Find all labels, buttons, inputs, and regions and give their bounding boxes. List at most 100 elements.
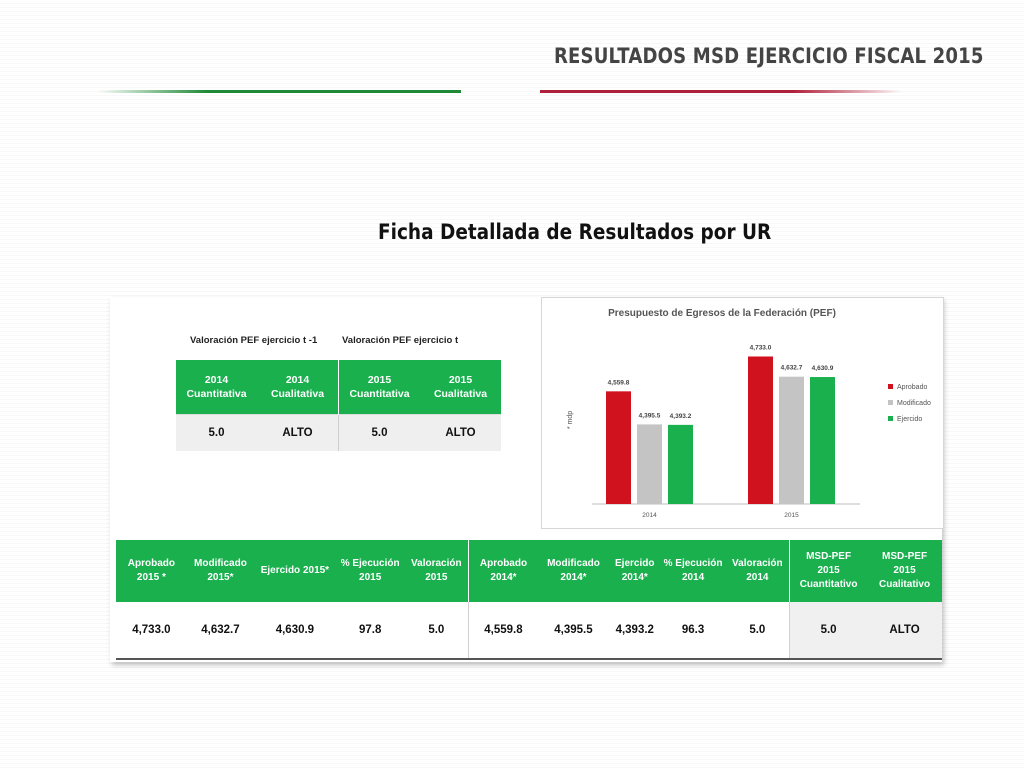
valoracion-cell: ALTO xyxy=(257,414,339,451)
col-year: 2015 xyxy=(367,374,392,386)
summary-cell: 4,630.9 xyxy=(254,602,336,660)
valoracion-col-header: 2015 Cualitativa xyxy=(420,360,501,415)
header-line: Cualitativo xyxy=(878,579,931,590)
valoracion-cell: 5.0 xyxy=(176,414,257,451)
summary-header-row: Aprobado 2015 * Modificado 2015* Ejercido 20… xyxy=(116,540,942,602)
col-label: Cualitativa xyxy=(433,388,488,400)
header-line: MSD-PEF xyxy=(806,551,852,562)
header-line: 2015* xyxy=(207,572,234,583)
summary-cell: 96.3 xyxy=(660,602,726,660)
data-label: 4,395.5 xyxy=(639,412,661,419)
summary-col-header: % Ejecución 2015 xyxy=(335,540,405,602)
legend-label: Modificado xyxy=(897,400,931,407)
header-line: Aprobado xyxy=(479,558,528,569)
bar-modificado-2014 xyxy=(637,424,662,504)
summary-col-header: MSD-PEF 2015 Cualitativo xyxy=(867,540,942,602)
header-line: 2014* xyxy=(490,572,517,583)
bar-modificado-2015 xyxy=(779,376,804,504)
header-line: 2014* xyxy=(621,572,648,583)
header-line: 2015 xyxy=(893,565,916,576)
header-line: 2014* xyxy=(560,572,587,583)
valoracion-value-row: 5.0 ALTO 5.0 ALTO xyxy=(176,414,501,451)
header-line: % Ejecución xyxy=(340,558,400,569)
legend-swatch-ejercido xyxy=(888,416,893,421)
summary-col-header: Modificado 2015* xyxy=(186,540,255,602)
legend-swatch-aprobado xyxy=(888,384,893,389)
category-label: 2014 xyxy=(642,512,657,519)
col-year: 2014 xyxy=(204,374,229,386)
valoracion-cell: 5.0 xyxy=(338,414,420,451)
y-axis-label: * mdp xyxy=(567,411,574,429)
legend-label: Aprobado xyxy=(897,384,927,391)
bar-ejercido-2015 xyxy=(810,377,835,504)
header-line: Ejercido 2015* xyxy=(260,565,330,576)
summary-col-header: Ejercido 2015* xyxy=(254,540,336,602)
header-line: 2014 xyxy=(746,572,769,583)
col-label: Cuantitativa xyxy=(186,388,247,400)
header-line: 2015 * xyxy=(136,572,166,583)
col-label: Cualitativa xyxy=(270,388,325,400)
summary-cell: 5.0 xyxy=(789,602,868,660)
pef-chart: Presupuesto de Egresos de la Federación … xyxy=(541,297,944,529)
header-line: Valoración xyxy=(411,558,462,569)
data-label: 4,632.7 xyxy=(781,365,803,372)
summary-table: Aprobado 2015 * Modificado 2015* Ejercido 20… xyxy=(116,540,942,660)
header-line: Valoración xyxy=(732,558,783,569)
header-line: % Ejecución xyxy=(663,558,723,569)
pef-chart-svg: Presupuesto de Egresos de la Federación … xyxy=(567,308,931,519)
header-line: 2015 xyxy=(425,572,448,583)
summary-col-header: Aprobado 2014* xyxy=(468,540,538,602)
valoracion-col-header: 2014 Cualitativa xyxy=(257,360,339,415)
header-line: Aprobado xyxy=(127,558,175,569)
valoracion-prev-heading: Valoración PEF ejercicio t -1 xyxy=(190,335,318,346)
summary-col-header: Ejercido 2014* xyxy=(609,540,661,602)
summary-col-header: Valoración 2014 xyxy=(725,540,790,602)
data-label: 4,393.2 xyxy=(670,413,692,420)
col-year: 2015 xyxy=(448,374,473,386)
header-line: 2015 xyxy=(359,572,382,583)
section-subtitle: Ficha Detallada de Resultados por UR xyxy=(378,220,772,244)
summary-col-header: Modificado 2014* xyxy=(537,540,610,602)
bar-aprobado-2015 xyxy=(748,356,773,504)
summary-cell: 5.0 xyxy=(404,602,469,660)
data-label: 4,630.9 xyxy=(812,365,834,372)
legend-label: Ejercido xyxy=(897,416,922,423)
summary-cell: 4,393.2 xyxy=(609,602,661,660)
legend-swatch-modificado xyxy=(888,400,893,405)
chart-title: Presupuesto de Egresos de la Federación … xyxy=(608,308,836,319)
summary-cell: ALTO xyxy=(867,602,942,660)
data-label: 4,559.8 xyxy=(608,379,630,386)
summary-cell: 4,632.7 xyxy=(186,602,255,660)
results-panel: Valoración PEF ejercicio t -1 Valoración… xyxy=(110,297,944,662)
header-line: 2014 xyxy=(681,572,705,583)
bar-ejercido-2014 xyxy=(668,424,693,504)
header-line: Ejercido xyxy=(615,558,655,569)
header-line: MSD-PEF xyxy=(882,551,928,562)
header-rule-red xyxy=(540,90,902,93)
header-line: Modificado xyxy=(194,558,247,569)
summary-cell: 4,733.0 xyxy=(116,602,187,660)
valoracion-cell: ALTO xyxy=(420,414,501,451)
page-title: RESULTADOS MSD EJERCICIO FISCAL 2015 xyxy=(554,44,984,68)
valoracion-table: 2014 Cuantitativa 2014 Cualitativa 2015 Cua… xyxy=(176,360,501,451)
summary-col-header: % Ejecución 2014 xyxy=(660,540,726,602)
summary-value-row: 4,733.0 4,632.7 4,630.9 97.8 5.0 4,559.8 4,395… xyxy=(116,602,942,660)
summary-cell: 4,395.5 xyxy=(537,602,610,660)
summary-cell: 97.8 xyxy=(335,602,405,660)
summary-cell: 4,559.8 xyxy=(468,602,538,660)
col-label: Cuantitativa xyxy=(349,388,410,400)
summary-col-header: Valoración 2015 xyxy=(404,540,469,602)
header-rule-green xyxy=(98,90,461,93)
header-line: Modificado xyxy=(547,558,600,569)
summary-col-header: Aprobado 2015 * xyxy=(116,540,187,602)
header-line: 2015 xyxy=(817,565,840,576)
valoracion-curr-heading: Valoración PEF ejercicio t xyxy=(342,335,459,346)
header-line: Cuantitativo xyxy=(799,579,858,590)
category-label: 2015 xyxy=(784,512,799,519)
valoracion-col-header: 2015 Cuantitativa xyxy=(338,360,420,415)
valoracion-col-header: 2014 Cuantitativa xyxy=(176,360,257,415)
valoracion-header-row: 2014 Cuantitativa 2014 Cualitativa 2015 Cua… xyxy=(176,360,501,415)
bar-aprobado-2014 xyxy=(606,391,631,504)
summary-col-header: MSD-PEF 2015 Cuantitativo xyxy=(789,540,868,602)
summary-cell: 5.0 xyxy=(725,602,790,660)
